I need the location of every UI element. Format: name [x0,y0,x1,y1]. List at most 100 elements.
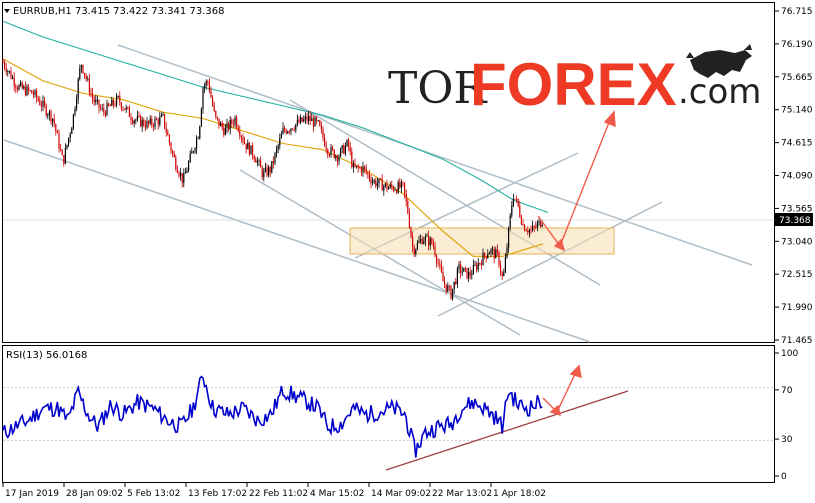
candle [106,99,108,117]
candle [264,162,266,173]
time-tick-label: 28 Jan 09:02 [66,489,123,499]
candle [399,178,401,190]
candle [216,116,218,121]
time-tick-label: 14 Mar 09:02 [371,489,431,499]
candle [269,165,271,178]
rsi-tick-label: 70 [781,386,793,396]
candle [100,104,102,111]
candle [253,154,255,162]
candle [378,178,380,188]
candle [408,208,410,229]
candle [21,80,23,90]
candle [256,157,258,167]
candle [288,129,290,135]
price-tick-label: 75.140 [781,106,813,116]
candle [116,92,118,108]
candle [125,104,127,113]
candle [309,111,311,126]
candle [148,120,150,128]
candle [324,133,326,147]
candle [149,115,151,126]
time-tick-label: 5 Feb 13:02 [127,489,180,499]
candle [130,113,132,125]
candle [122,106,124,112]
candle [72,113,74,131]
candle [325,141,327,154]
dropdown-triangle-icon[interactable] [4,9,10,13]
candle [368,169,370,182]
candle [127,106,129,110]
price-pane[interactable] [2,2,775,343]
candle [340,147,342,158]
arrow-up-head [603,110,616,128]
candle [439,258,441,270]
candle [436,253,438,268]
candle [450,285,452,300]
candlestick-series [2,58,543,301]
candle [37,95,39,102]
candle [124,108,126,111]
candle [29,89,31,92]
rsi-path [2,375,543,458]
candle [405,189,407,207]
candle [183,168,185,188]
candle [114,100,116,107]
candle [533,224,535,233]
candle [365,164,367,175]
candle [468,267,470,283]
candle [82,64,84,75]
candle [500,260,502,277]
candle [536,220,538,232]
candle [437,258,439,267]
moving-average-fast [2,58,544,257]
candle [496,244,498,257]
candle [234,115,236,128]
rsi-pane[interactable] [2,345,775,483]
rsi-arrow-up-line [556,371,577,413]
candle [20,80,22,87]
candle [117,95,119,99]
candle [381,174,383,191]
rsi-tick-label: 30 [781,435,793,445]
candle [95,94,97,106]
candle [69,132,71,143]
candle [103,103,105,117]
candle [448,284,450,292]
candle [111,96,113,107]
candle [151,115,153,129]
candle [28,84,30,95]
candle [319,119,321,127]
candle [317,120,319,122]
candle [420,234,422,245]
candle [18,84,20,91]
price-tick-label: 72.515 [781,270,813,280]
candle [34,88,36,98]
candle [346,139,348,147]
candle [284,125,286,133]
candle [108,102,110,107]
candle [196,135,198,154]
candle [76,94,78,112]
candle [477,258,479,273]
candle [63,155,65,167]
candle [31,90,33,94]
candle [458,261,460,274]
candle [356,165,358,169]
candle [263,168,265,182]
candle [426,233,428,237]
candle [15,83,17,94]
candle [205,79,207,90]
candle [194,147,196,155]
candle [168,134,170,146]
candle [447,282,449,293]
candle [258,158,260,166]
candle [271,161,273,174]
candle [540,220,542,228]
candle [479,262,481,266]
price-tick-label: 74.090 [781,172,813,182]
candle [336,154,338,167]
price-tick-label: 76.715 [781,7,813,17]
candle [239,125,241,140]
candle [528,228,530,238]
